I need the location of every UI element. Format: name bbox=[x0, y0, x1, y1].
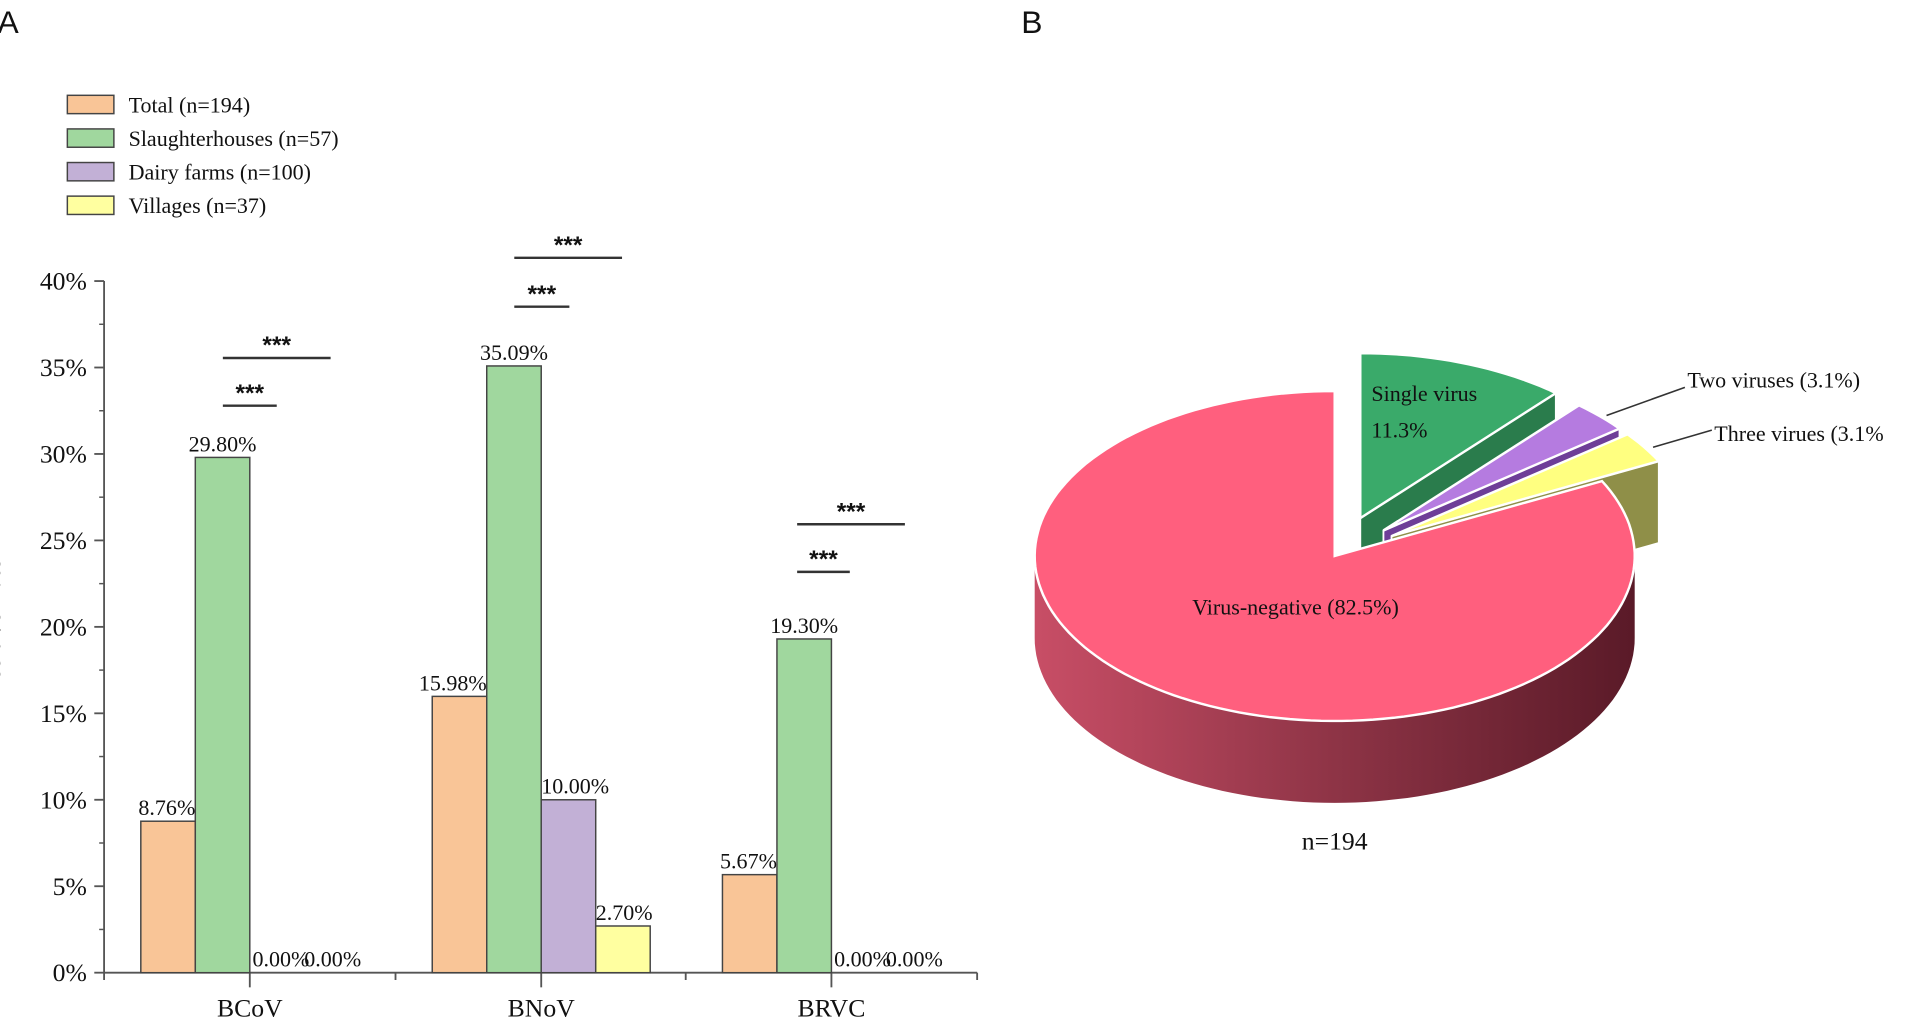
bar-bcov-series-0 bbox=[140, 820, 197, 974]
significance-marker: *** bbox=[235, 380, 264, 407]
pie-slice-0 bbox=[1033, 389, 1636, 803]
pie-label-three-viruses: Three virues (3.1% bbox=[1714, 421, 1883, 446]
pie-sample-size: n=194 bbox=[1302, 826, 1368, 855]
leader-line bbox=[1606, 386, 1686, 417]
pie-slice-top bbox=[1033, 389, 1636, 723]
legend-swatch bbox=[66, 128, 115, 148]
y-tick-label: 5% bbox=[53, 872, 87, 901]
y-tick-label: 15% bbox=[40, 699, 87, 728]
pie-label-two-viruses: Two viruses (3.1%) bbox=[1687, 367, 1860, 392]
bar-data-label: 5.67% bbox=[720, 849, 777, 874]
bar-data-label: 8.76% bbox=[138, 795, 195, 820]
legend-label: Dairy farms (n=100) bbox=[129, 160, 311, 185]
bar-data-label: 35.09% bbox=[480, 340, 548, 365]
legend-swatch bbox=[66, 195, 115, 216]
bar-data-label: 2.70% bbox=[596, 900, 653, 925]
bar-data-label: 0.00% bbox=[253, 947, 310, 972]
bar-bnov-series-3 bbox=[594, 925, 651, 974]
y-tick-label: 35% bbox=[40, 353, 87, 382]
y-tick-label: 10% bbox=[40, 785, 87, 814]
legend-label: Total (n=194) bbox=[129, 92, 251, 117]
bar-data-label: 15.98% bbox=[419, 670, 487, 695]
pie-label-single-virus-pct: 11.3% bbox=[1371, 417, 1427, 442]
significance-marker: *** bbox=[809, 546, 838, 573]
y-tick-label: 20% bbox=[40, 612, 87, 641]
pie-slice-side bbox=[1034, 555, 1635, 803]
bar-data-label: 0.00% bbox=[834, 947, 891, 972]
bar-data-label: 29.80% bbox=[189, 431, 257, 456]
x-tick-label: BNoV bbox=[508, 994, 576, 1023]
bar-data-label: 0.00% bbox=[304, 947, 361, 972]
pie-slice-top bbox=[1382, 403, 1623, 532]
pie-label-virus-negative: Virus-negative (82.5%) bbox=[1192, 595, 1399, 620]
bar-data-label: 19.30% bbox=[770, 613, 838, 638]
legend-swatch bbox=[66, 94, 115, 115]
bar-bnov-series-2 bbox=[540, 799, 597, 974]
bar-bnov-series-0 bbox=[431, 695, 488, 974]
bar-data-label: 10.00% bbox=[541, 774, 609, 799]
y-tick-label: 25% bbox=[40, 526, 87, 555]
bar-data-label: 0.00% bbox=[886, 947, 943, 972]
significance-marker: *** bbox=[837, 498, 866, 525]
y-tick-label: 40% bbox=[40, 267, 87, 296]
significance-marker: *** bbox=[262, 332, 291, 359]
significance-marker: *** bbox=[528, 281, 557, 308]
legend-label: Slaughterhouses (n=57) bbox=[129, 126, 339, 151]
pie-chart: Virus-negative (82.5%) Single virus 11.3% T… bbox=[1033, 351, 1884, 855]
pie-label-single-virus: Single virus bbox=[1371, 381, 1477, 406]
panel-label-a: A bbox=[0, 4, 20, 40]
bar-chart: Positive Rate 0% 5% 10% 15% 20% 25% 30% 35% 40% BC… bbox=[0, 232, 979, 1023]
panel-label-b: B bbox=[1021, 4, 1042, 40]
x-tick-label: BCoV bbox=[217, 994, 283, 1023]
bar-brvc-series-1 bbox=[776, 638, 833, 974]
legend-label: Villages (n=37) bbox=[129, 193, 267, 218]
bar-bcov-series-1 bbox=[194, 456, 251, 974]
y-tick-label: 30% bbox=[40, 440, 87, 469]
x-tick-label: BRVC bbox=[797, 994, 865, 1023]
significance-marker: *** bbox=[554, 232, 583, 259]
pie-slice-top bbox=[1359, 351, 1559, 521]
y-axis-label: Positive Rate bbox=[0, 559, 6, 695]
legend: Total (n=194) Slaughterhouses (n=57) Dairy… bbox=[66, 92, 339, 218]
leader-line bbox=[1652, 429, 1713, 448]
legend-swatch bbox=[66, 161, 115, 182]
y-tick-label: 0% bbox=[53, 958, 87, 987]
pie-slice-top bbox=[1391, 432, 1662, 538]
bar-brvc-series-0 bbox=[721, 873, 778, 974]
bar-bnov-series-1 bbox=[486, 365, 542, 974]
